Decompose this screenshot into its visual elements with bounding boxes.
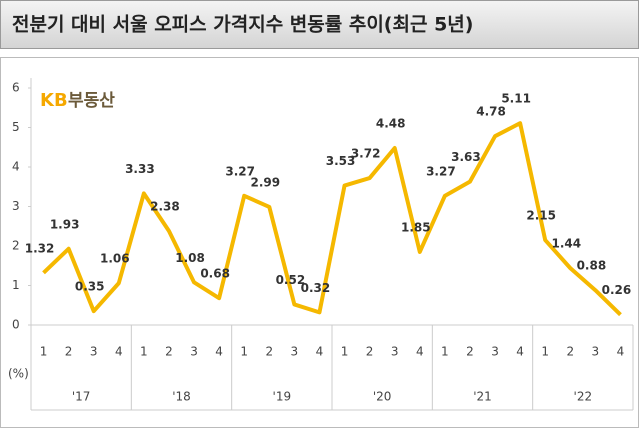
y-tick-label: 0 bbox=[12, 318, 20, 332]
data-label: 0.68 bbox=[200, 267, 230, 281]
data-label: 1.44 bbox=[551, 237, 581, 251]
data-label: 2.15 bbox=[526, 209, 556, 223]
data-label: 4.78 bbox=[476, 105, 506, 119]
x-tick-label: 2 bbox=[366, 345, 374, 359]
x-tick-label: 4 bbox=[416, 345, 424, 359]
data-label: 3.53 bbox=[326, 154, 356, 168]
x-tick-label: 4 bbox=[617, 345, 625, 359]
y-tick-label: 3 bbox=[12, 199, 20, 213]
x-tick-label: 1 bbox=[441, 345, 449, 359]
plot-frame bbox=[0, 57, 639, 428]
data-label: 3.27 bbox=[426, 164, 456, 178]
data-label: 1.32 bbox=[25, 241, 55, 255]
x-tick-label: 2 bbox=[566, 345, 574, 359]
data-label: 1.85 bbox=[401, 220, 431, 234]
data-label: 3.27 bbox=[225, 164, 255, 178]
data-label: 2.38 bbox=[150, 199, 180, 213]
group-label: '22 bbox=[574, 390, 593, 404]
x-tick-label: 1 bbox=[140, 345, 148, 359]
series-line bbox=[42, 121, 622, 317]
y-tick-label: 2 bbox=[12, 239, 20, 253]
data-label: 5.11 bbox=[501, 92, 531, 106]
logo-text: 부동산 bbox=[68, 91, 115, 111]
x-tick-label: 1 bbox=[240, 345, 248, 359]
data-label: 1.06 bbox=[100, 252, 130, 266]
data-label: 0.52 bbox=[276, 273, 306, 287]
data-label: 1.08 bbox=[175, 251, 205, 265]
data-label: 2.99 bbox=[250, 175, 280, 189]
x-tick-label: 4 bbox=[316, 345, 324, 359]
x-tick-label: 3 bbox=[391, 345, 399, 359]
y-tick-label: 1 bbox=[12, 278, 20, 292]
y-unit: (%) bbox=[8, 367, 29, 381]
x-tick-label: 3 bbox=[592, 345, 600, 359]
y-tick-label: 5 bbox=[12, 120, 20, 134]
data-label: 0.88 bbox=[577, 259, 607, 273]
x-tick-label: 3 bbox=[291, 345, 299, 359]
x-tick-label: 4 bbox=[215, 345, 223, 359]
x-tick-label: 2 bbox=[165, 345, 173, 359]
data-label: 3.33 bbox=[125, 162, 155, 176]
x-tick-label: 3 bbox=[491, 345, 499, 359]
x-tick-label: 3 bbox=[190, 345, 198, 359]
logo-brand: KB bbox=[40, 90, 68, 111]
data-label: 0.35 bbox=[75, 280, 105, 294]
data-label: 0.32 bbox=[301, 281, 331, 295]
data-label: 3.72 bbox=[351, 147, 381, 161]
data-label: 3.63 bbox=[451, 150, 481, 164]
title-bar bbox=[0, 0, 639, 49]
x-tick-label: 2 bbox=[466, 345, 474, 359]
x-tick-label: 4 bbox=[516, 345, 524, 359]
chart-title: 전분기 대비 서울 오피스 가격지수 변동률 추이(최근 5년) bbox=[12, 14, 473, 36]
group-label: '19 bbox=[273, 390, 292, 404]
data-label: 4.48 bbox=[376, 117, 406, 131]
x-tick-label: 1 bbox=[40, 345, 48, 359]
x-tick-label: 2 bbox=[65, 345, 73, 359]
x-tick-label: 1 bbox=[541, 345, 549, 359]
x-tick-label: 1 bbox=[341, 345, 349, 359]
y-tick-label: 6 bbox=[12, 81, 20, 95]
x-tick-label: 3 bbox=[90, 345, 98, 359]
group-label: '18 bbox=[172, 390, 191, 404]
data-label: 1.93 bbox=[50, 217, 80, 231]
x-tick-label: 4 bbox=[115, 345, 123, 359]
group-label: '20 bbox=[373, 390, 392, 404]
group-label: '21 bbox=[473, 390, 492, 404]
x-tick-label: 2 bbox=[265, 345, 273, 359]
y-tick-label: 4 bbox=[12, 160, 20, 174]
group-label: '17 bbox=[72, 390, 91, 404]
data-label: 0.26 bbox=[602, 283, 632, 297]
